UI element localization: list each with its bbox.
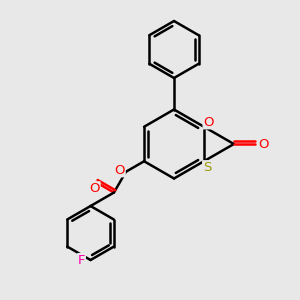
Text: O: O xyxy=(203,116,214,129)
Text: S: S xyxy=(203,161,211,174)
Text: O: O xyxy=(259,137,269,151)
Text: O: O xyxy=(89,182,100,195)
Text: F: F xyxy=(78,254,85,266)
Text: O: O xyxy=(115,164,125,177)
